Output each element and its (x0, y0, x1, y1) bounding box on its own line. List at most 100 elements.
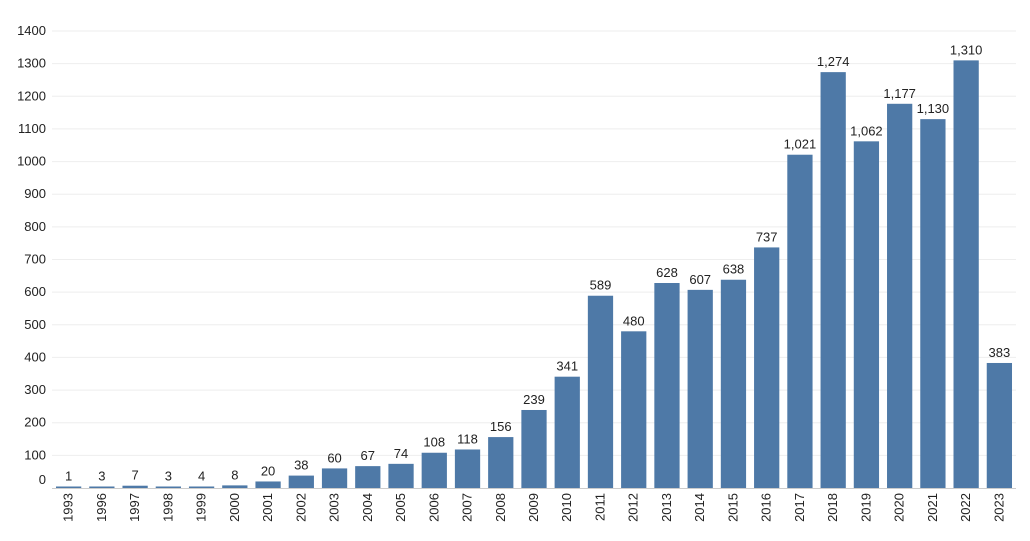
y-tick-label: 200 (24, 415, 46, 430)
bar (488, 437, 514, 488)
data-label: 3 (98, 469, 105, 484)
y-tick-label: 1400 (17, 23, 46, 38)
bar (820, 72, 846, 488)
bar (421, 452, 447, 488)
x-tick-label: 2005 (393, 493, 408, 522)
bar (255, 481, 281, 488)
bar (887, 103, 913, 488)
data-label: 1,177 (883, 86, 916, 101)
x-tick-label: 2012 (626, 493, 641, 522)
y-tick-label: 600 (24, 284, 46, 299)
x-tick-label: 2020 (892, 493, 907, 522)
data-label: 341 (556, 359, 578, 374)
data-label: 20 (261, 463, 275, 478)
x-tick-label: 1998 (160, 493, 175, 522)
x-axis-ticks: 1993 1996 1997 1998 1999 2000 2001 2002 2003 2004… (61, 493, 1007, 522)
x-tick-label: 2023 (991, 493, 1006, 522)
bar (853, 141, 880, 488)
data-label: 1,062 (850, 123, 883, 138)
x-tick-label: 2009 (526, 493, 541, 522)
bar (454, 449, 481, 488)
x-tick-label: 2000 (227, 493, 242, 522)
data-label: 1,310 (950, 42, 983, 57)
data-label: 1 (65, 469, 72, 484)
x-tick-label: 2013 (659, 493, 674, 522)
x-tick-label: 2021 (925, 493, 940, 522)
bar (89, 486, 115, 488)
data-label: 118 (457, 431, 478, 446)
bar (953, 60, 979, 488)
y-tick-label: 400 (24, 349, 46, 364)
data-label: 1,274 (817, 54, 850, 69)
y-tick-label: 300 (24, 382, 46, 397)
bar (155, 486, 181, 488)
data-label: 239 (523, 392, 545, 407)
x-tick-label: 2015 (725, 493, 740, 522)
bar (55, 486, 82, 488)
data-label: 737 (756, 229, 778, 244)
x-tick-label: 2008 (493, 493, 508, 522)
y-tick-label: 800 (24, 219, 46, 234)
bars (55, 60, 1013, 488)
x-tick-label: 2016 (759, 493, 774, 522)
x-tick-label: 2010 (559, 493, 574, 522)
bar (521, 409, 547, 488)
data-label: 4 (198, 469, 205, 484)
bar (321, 468, 348, 488)
bar (188, 486, 215, 488)
y-tick-label: 900 (24, 186, 46, 201)
bar (654, 283, 680, 488)
bar (720, 279, 747, 488)
bar (122, 485, 148, 488)
x-tick-label: 1996 (94, 493, 109, 522)
bar (754, 247, 780, 488)
y-tick-label: 1300 (17, 56, 46, 71)
data-label: 1,021 (784, 137, 817, 152)
x-tick-label: 2022 (958, 493, 973, 522)
bar (787, 154, 813, 488)
y-axis-ticks: 0 100 200 300 400 500 600 700 800 900 1000 1100 1200… (17, 23, 46, 487)
data-labels: 1 3 7 3 4 8 20 38 60 67 74 108 118 156 239 341 589 480 628… (65, 42, 1010, 483)
data-label: 156 (490, 419, 512, 434)
x-tick-label: 1997 (127, 493, 142, 522)
data-label: 638 (723, 262, 745, 277)
bar (687, 289, 713, 488)
x-tick-label: 2018 (825, 493, 840, 522)
x-tick-label: 2004 (360, 493, 375, 522)
bar (621, 331, 647, 488)
bar (222, 485, 248, 488)
x-tick-label: 2001 (260, 493, 275, 522)
data-label: 67 (361, 448, 375, 463)
x-tick-label: 2017 (792, 493, 807, 522)
x-tick-label: 2002 (293, 493, 308, 522)
bar (388, 463, 414, 488)
data-label: 8 (231, 467, 238, 482)
data-label: 589 (590, 278, 612, 293)
bar (288, 475, 314, 488)
y-tick-label: 1100 (18, 121, 46, 136)
bar (920, 119, 946, 488)
x-tick-label: 2011 (592, 493, 607, 521)
bar (355, 466, 381, 488)
data-label: 60 (327, 450, 341, 465)
y-tick-label: 0 (39, 472, 46, 487)
x-tick-label: 2006 (426, 493, 441, 522)
bar (986, 362, 1013, 488)
y-tick-label: 700 (24, 252, 46, 267)
y-tick-label: 1000 (17, 154, 46, 169)
data-label: 7 (131, 468, 138, 483)
data-label: 38 (294, 458, 308, 473)
x-tick-label: 2003 (327, 493, 342, 522)
data-label: 480 (623, 313, 645, 328)
bar (554, 376, 580, 488)
y-tick-label: 500 (24, 317, 46, 332)
x-tick-label: 2007 (460, 493, 475, 522)
data-label: 383 (989, 345, 1011, 360)
gridlines (52, 30, 1016, 456)
data-label: 3 (165, 469, 172, 484)
x-tick-label: 1999 (194, 493, 209, 522)
data-label: 607 (689, 272, 711, 287)
bar (587, 295, 614, 488)
